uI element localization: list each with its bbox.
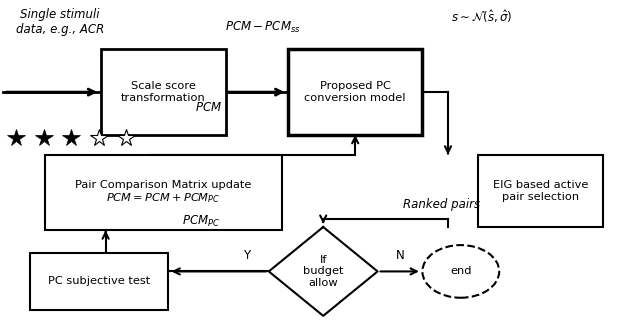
Text: Proposed PC
conversion model: Proposed PC conversion model (305, 81, 406, 103)
Text: If
budget
allow: If budget allow (303, 255, 344, 288)
FancyBboxPatch shape (288, 49, 422, 135)
FancyBboxPatch shape (45, 155, 282, 230)
Text: Y: Y (243, 248, 250, 262)
Text: $PCM$: $PCM$ (195, 100, 222, 114)
Text: end: end (450, 266, 472, 276)
Text: Ranked pairs: Ranked pairs (403, 197, 481, 211)
Text: Single stimuli
data, e.g., ACR: Single stimuli data, e.g., ACR (16, 8, 104, 36)
FancyBboxPatch shape (479, 155, 603, 227)
Ellipse shape (422, 245, 499, 298)
Text: PC subjective test: PC subjective test (48, 276, 150, 286)
Text: Scale score
transformation: Scale score transformation (121, 81, 205, 103)
Text: $s\sim\mathcal{N}(\hat{s}, \hat{\sigma})$: $s\sim\mathcal{N}(\hat{s}, \hat{\sigma})… (451, 8, 513, 25)
Text: N: N (396, 248, 404, 262)
Text: EIG based active
pair selection: EIG based active pair selection (493, 180, 589, 202)
FancyBboxPatch shape (101, 49, 226, 135)
Text: Pair Comparison Matrix update
$PCM = PCM + PCM_{PC}$: Pair Comparison Matrix update $PCM = PCM… (75, 180, 252, 205)
Text: $PCM - PCM_{ss}$: $PCM - PCM_{ss}$ (225, 19, 300, 35)
Text: $PCM_{PC}$: $PCM_{PC}$ (182, 214, 221, 229)
FancyBboxPatch shape (31, 253, 168, 310)
Polygon shape (269, 227, 378, 316)
